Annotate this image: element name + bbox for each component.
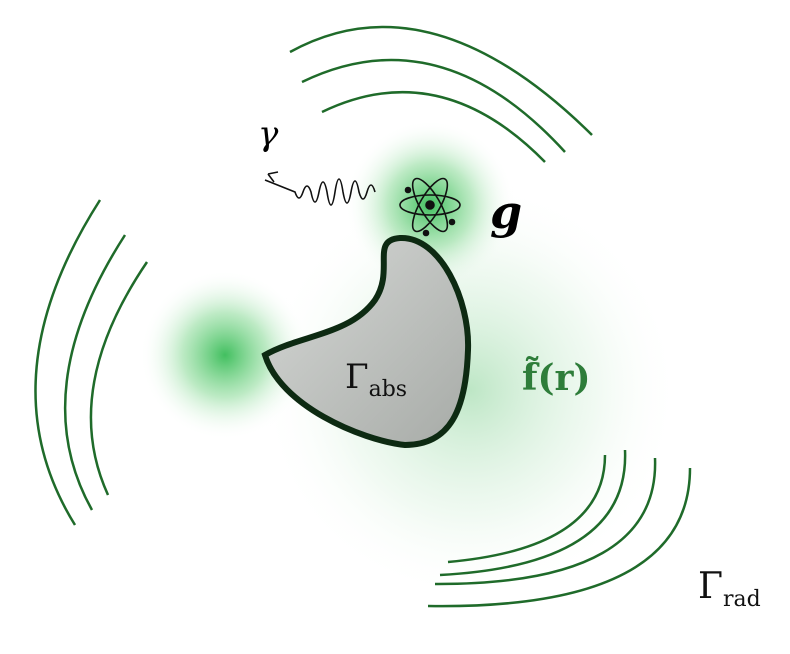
radiative-label: Γrad (698, 566, 761, 612)
radiative-subscript: rad (723, 587, 761, 612)
field-label: f̃(r) (522, 357, 591, 399)
radiative-symbol: Γ (698, 566, 723, 607)
photon-label: γ (258, 114, 279, 154)
absorber-subscript: abs (369, 377, 408, 402)
coupling-label: g (490, 185, 522, 239)
diagram: γ g Γabs f̃(r) Γrad (0, 0, 790, 654)
absorber-symbol: Γ (345, 357, 369, 397)
